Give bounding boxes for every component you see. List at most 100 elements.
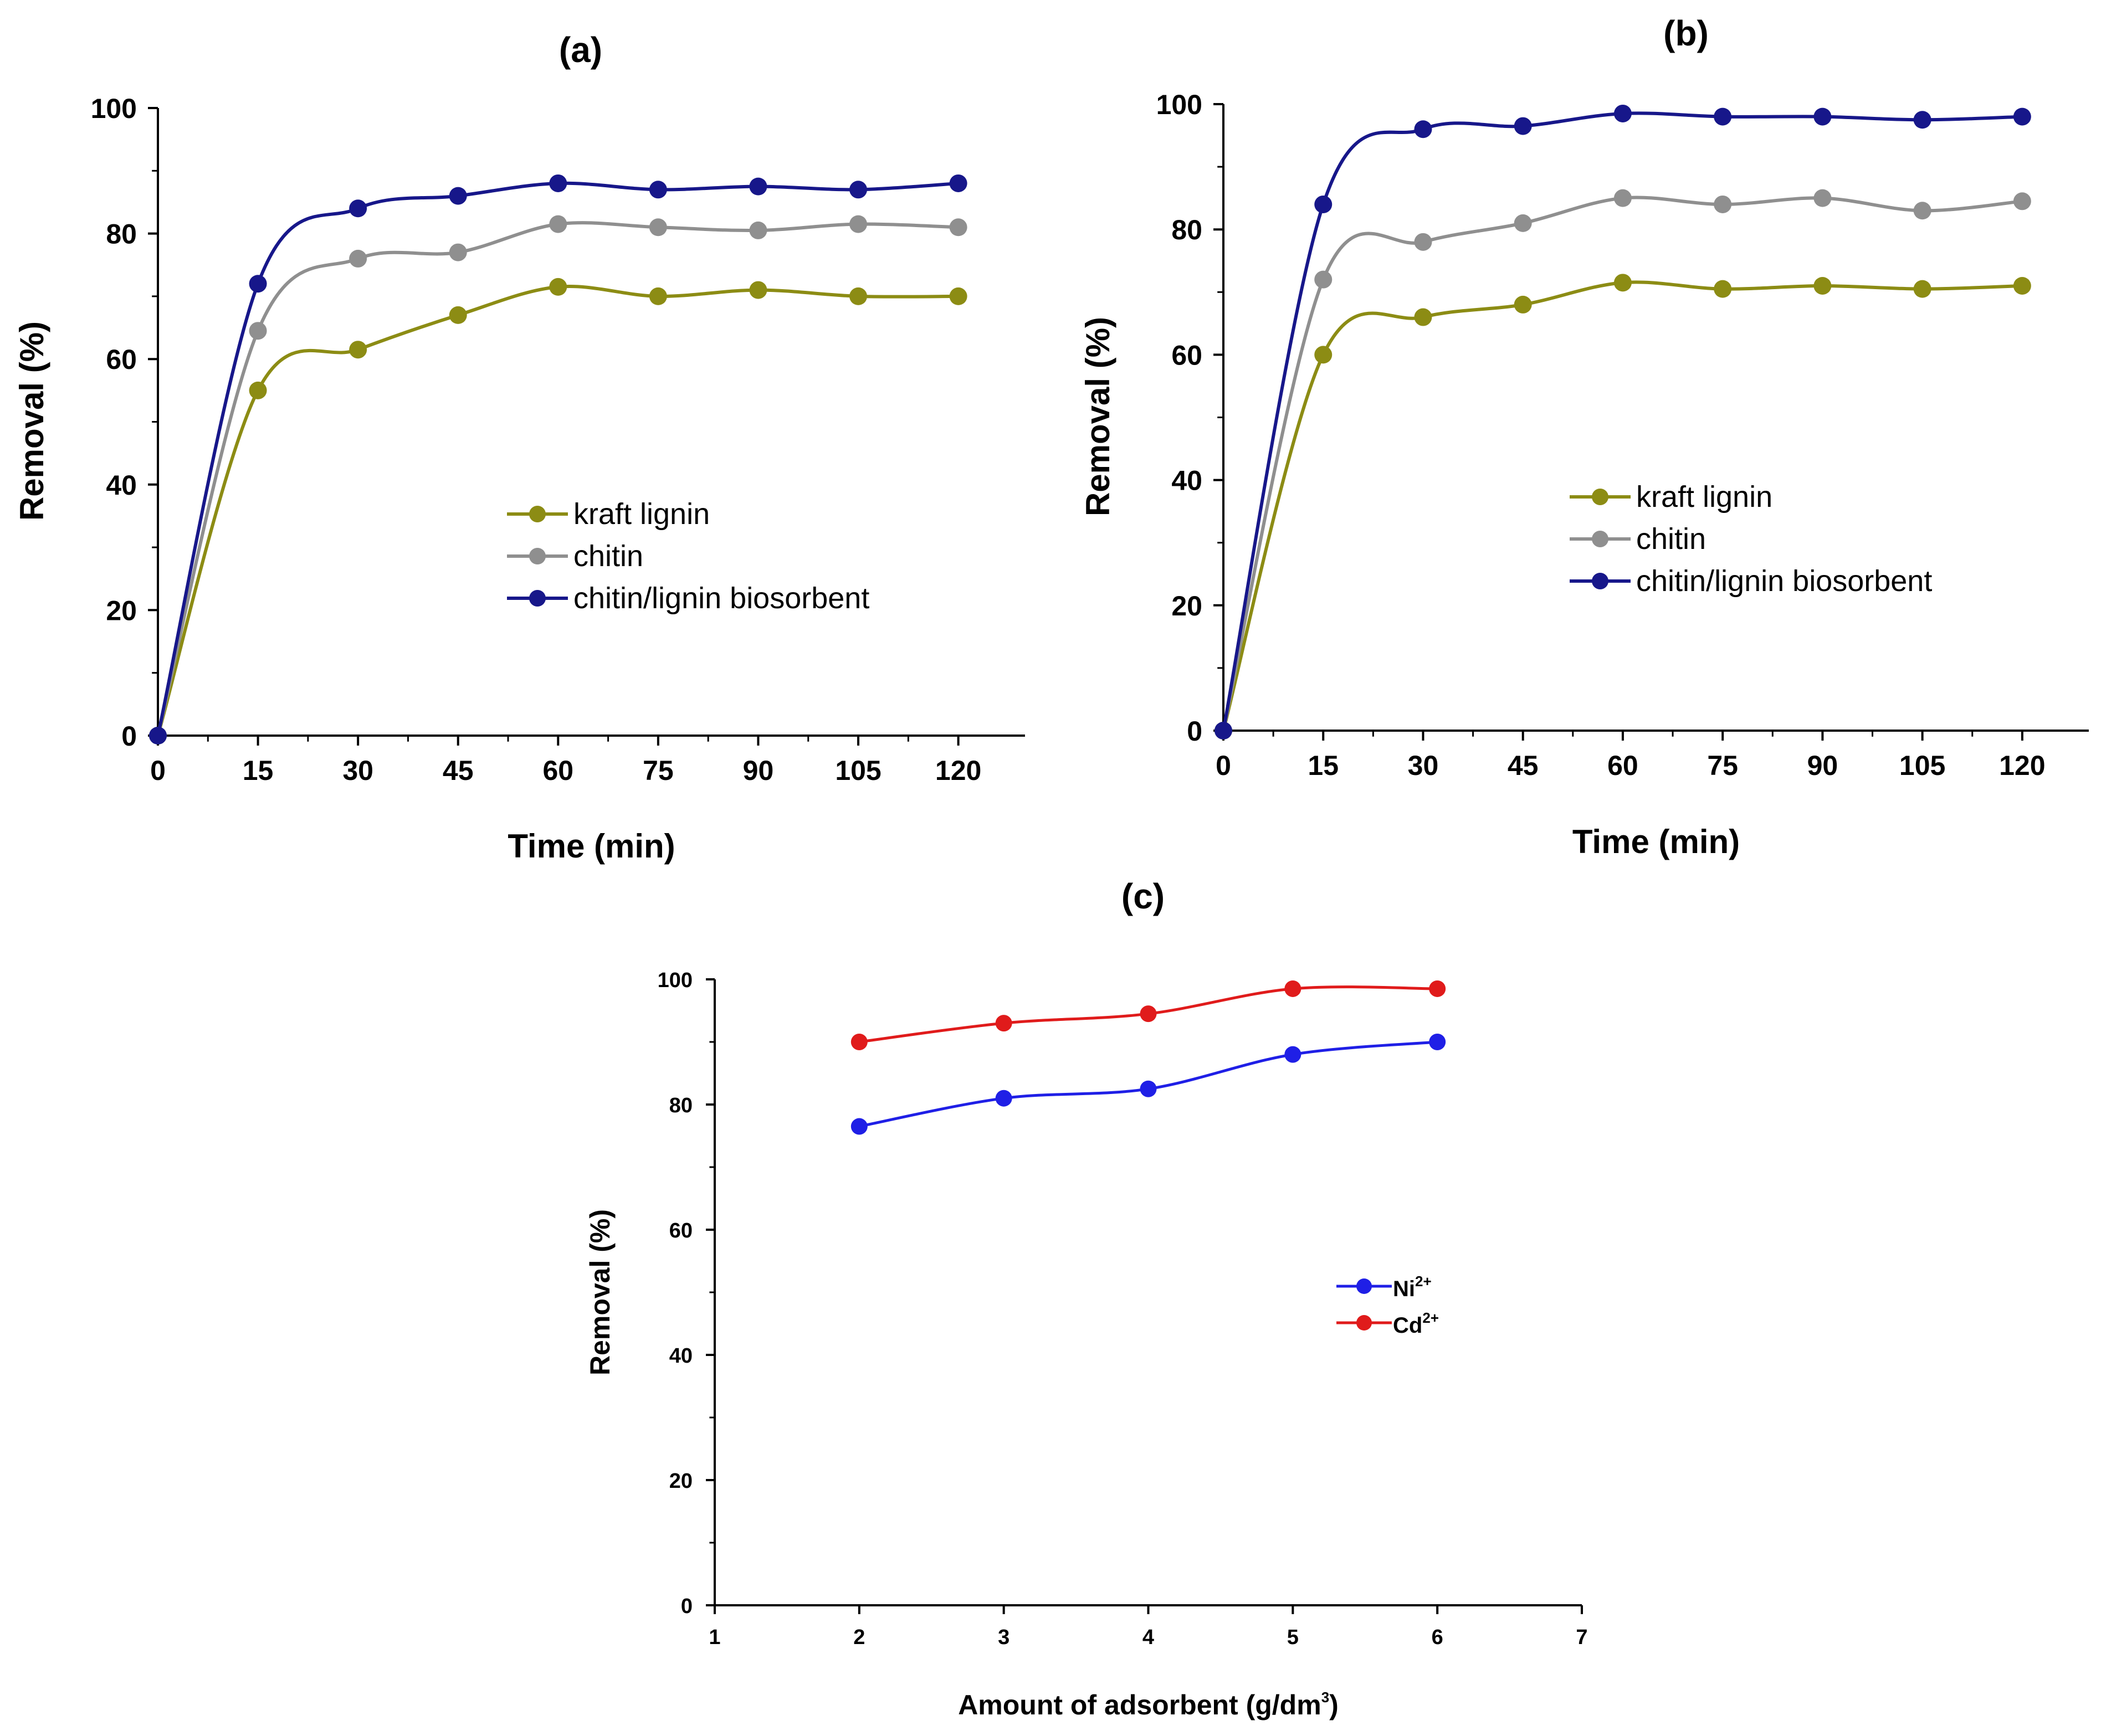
series-chitin xyxy=(149,215,967,744)
chart-panel-c: (c) 1 2 3 4 5 6 7 0 20 40 60 80 100 Amount of adsorben… xyxy=(585,876,1588,1720)
data-point xyxy=(749,221,767,239)
data-point xyxy=(349,199,367,218)
data-point xyxy=(1714,195,1732,213)
data-point xyxy=(349,341,367,359)
data-point xyxy=(1314,270,1333,289)
data-point xyxy=(949,218,967,237)
x-tick-label: 75 xyxy=(1707,750,1738,781)
y-tick-label: 80 xyxy=(1171,214,1202,245)
legend-label-sup: 2+ xyxy=(1422,1309,1439,1326)
legend-label-text: Ni xyxy=(1393,1277,1415,1301)
data-point xyxy=(249,381,267,399)
x-axis-label: Time (min) xyxy=(1572,823,1740,860)
y-tick-label: 60 xyxy=(106,344,137,375)
data-point xyxy=(949,287,967,305)
legend-marker xyxy=(1592,573,1608,589)
legend-marker xyxy=(1592,531,1608,547)
y-axis-label: Removal (%) xyxy=(585,1209,616,1375)
x-tick-label: 2 xyxy=(853,1626,865,1649)
legend-label-sup: 2+ xyxy=(1415,1273,1432,1290)
x-tick-label: 105 xyxy=(1899,750,1945,781)
series-chitin xyxy=(1215,189,2031,739)
series-line xyxy=(156,181,959,736)
x-tick-label: 90 xyxy=(1807,750,1838,781)
chart-title: (c) xyxy=(1121,876,1165,916)
x-axis-label: Amount of adsorbent (g/dm3) xyxy=(958,1689,1339,1720)
legend-marker xyxy=(1356,1315,1372,1331)
legend-label: chitin xyxy=(1636,522,1706,556)
x-axis-label-sup: 3 xyxy=(1321,1689,1329,1706)
y-tick-label: 80 xyxy=(106,219,137,250)
x-tick-label: 60 xyxy=(542,755,573,786)
x-tick-label: 120 xyxy=(935,755,981,786)
data-point xyxy=(1913,202,1931,220)
data-point xyxy=(449,243,467,261)
data-point xyxy=(1284,980,1301,997)
series-line xyxy=(1222,111,2022,731)
series-ni xyxy=(850,1034,1446,1135)
x-tick-label: 6 xyxy=(1432,1626,1443,1649)
data-point xyxy=(1813,189,1832,207)
chart-title: (a) xyxy=(559,30,602,70)
x-tick-label: 45 xyxy=(1508,750,1539,781)
legend-label: chitin/lignin biosorbent xyxy=(1636,564,1932,598)
y-tick-label: 0 xyxy=(1187,716,1202,747)
legend-marker xyxy=(529,506,546,522)
x-tick-label: 90 xyxy=(743,755,774,786)
y-tick-label: 40 xyxy=(669,1344,693,1368)
legend-label: Cd2+ xyxy=(1393,1309,1439,1338)
y-tick-label: 100 xyxy=(91,93,137,124)
legend-label: kraft lignin xyxy=(1636,480,1772,513)
y-tick-label: 20 xyxy=(106,595,137,626)
data-point xyxy=(849,181,868,199)
y-tick-label: 20 xyxy=(669,1470,693,1493)
y-tick-label: 100 xyxy=(1156,89,1202,120)
series-biosorbent xyxy=(1215,104,2031,739)
data-point xyxy=(649,287,667,305)
series-line xyxy=(156,284,959,736)
series-biosorbent xyxy=(149,174,967,744)
data-point xyxy=(2013,192,2031,210)
legend-marker xyxy=(529,590,546,607)
y-axis-label: Removal (%) xyxy=(13,321,50,521)
data-point xyxy=(1514,295,1532,314)
chart-panel-b: (b) 0 15 30 45 60 75 90 105 120 0 20 40 60 80 100 Time (… xyxy=(1079,13,2089,860)
series-line xyxy=(1222,196,2023,731)
x-tick-label: 15 xyxy=(1308,750,1339,781)
legend-label: kraft lignin xyxy=(573,497,710,531)
data-point xyxy=(1813,276,1832,295)
data-point xyxy=(1429,980,1446,997)
legend-label: chitin/lignin biosorbent xyxy=(573,582,869,615)
series-line xyxy=(156,221,959,736)
x-tick-label: 30 xyxy=(1408,750,1439,781)
x-tick-label: 60 xyxy=(1607,750,1638,781)
data-point xyxy=(1414,120,1432,138)
legend-marker xyxy=(529,548,546,564)
y-tick-label: 0 xyxy=(681,1595,693,1618)
x-tick-label: 4 xyxy=(1142,1626,1154,1649)
series-kraft_lignin xyxy=(1215,274,2031,739)
data-point xyxy=(1514,117,1532,135)
data-point xyxy=(1414,233,1432,251)
data-point xyxy=(1215,722,1232,739)
data-point xyxy=(249,275,267,293)
y-tick-label: 20 xyxy=(1171,590,1202,622)
legend-label-text: Cd xyxy=(1393,1313,1422,1338)
legend-label: Ni2+ xyxy=(1393,1273,1432,1301)
data-point xyxy=(1613,189,1632,207)
data-point xyxy=(995,1015,1012,1032)
y-tick-label: 80 xyxy=(669,1094,693,1117)
y-tick-label: 40 xyxy=(106,470,137,501)
data-point xyxy=(149,727,167,744)
data-point xyxy=(249,322,267,340)
y-tick-label: 60 xyxy=(669,1219,693,1242)
x-axis-label: Time (min) xyxy=(508,828,675,865)
x-tick-label: 75 xyxy=(643,755,674,786)
data-point xyxy=(1284,1046,1301,1063)
data-point xyxy=(649,218,667,237)
data-point xyxy=(1714,107,1732,126)
x-axis-label-text: Amount of adsorbent (g/dm xyxy=(958,1689,1321,1720)
data-point xyxy=(449,187,467,205)
data-point xyxy=(1913,280,1931,298)
data-point xyxy=(349,249,367,268)
